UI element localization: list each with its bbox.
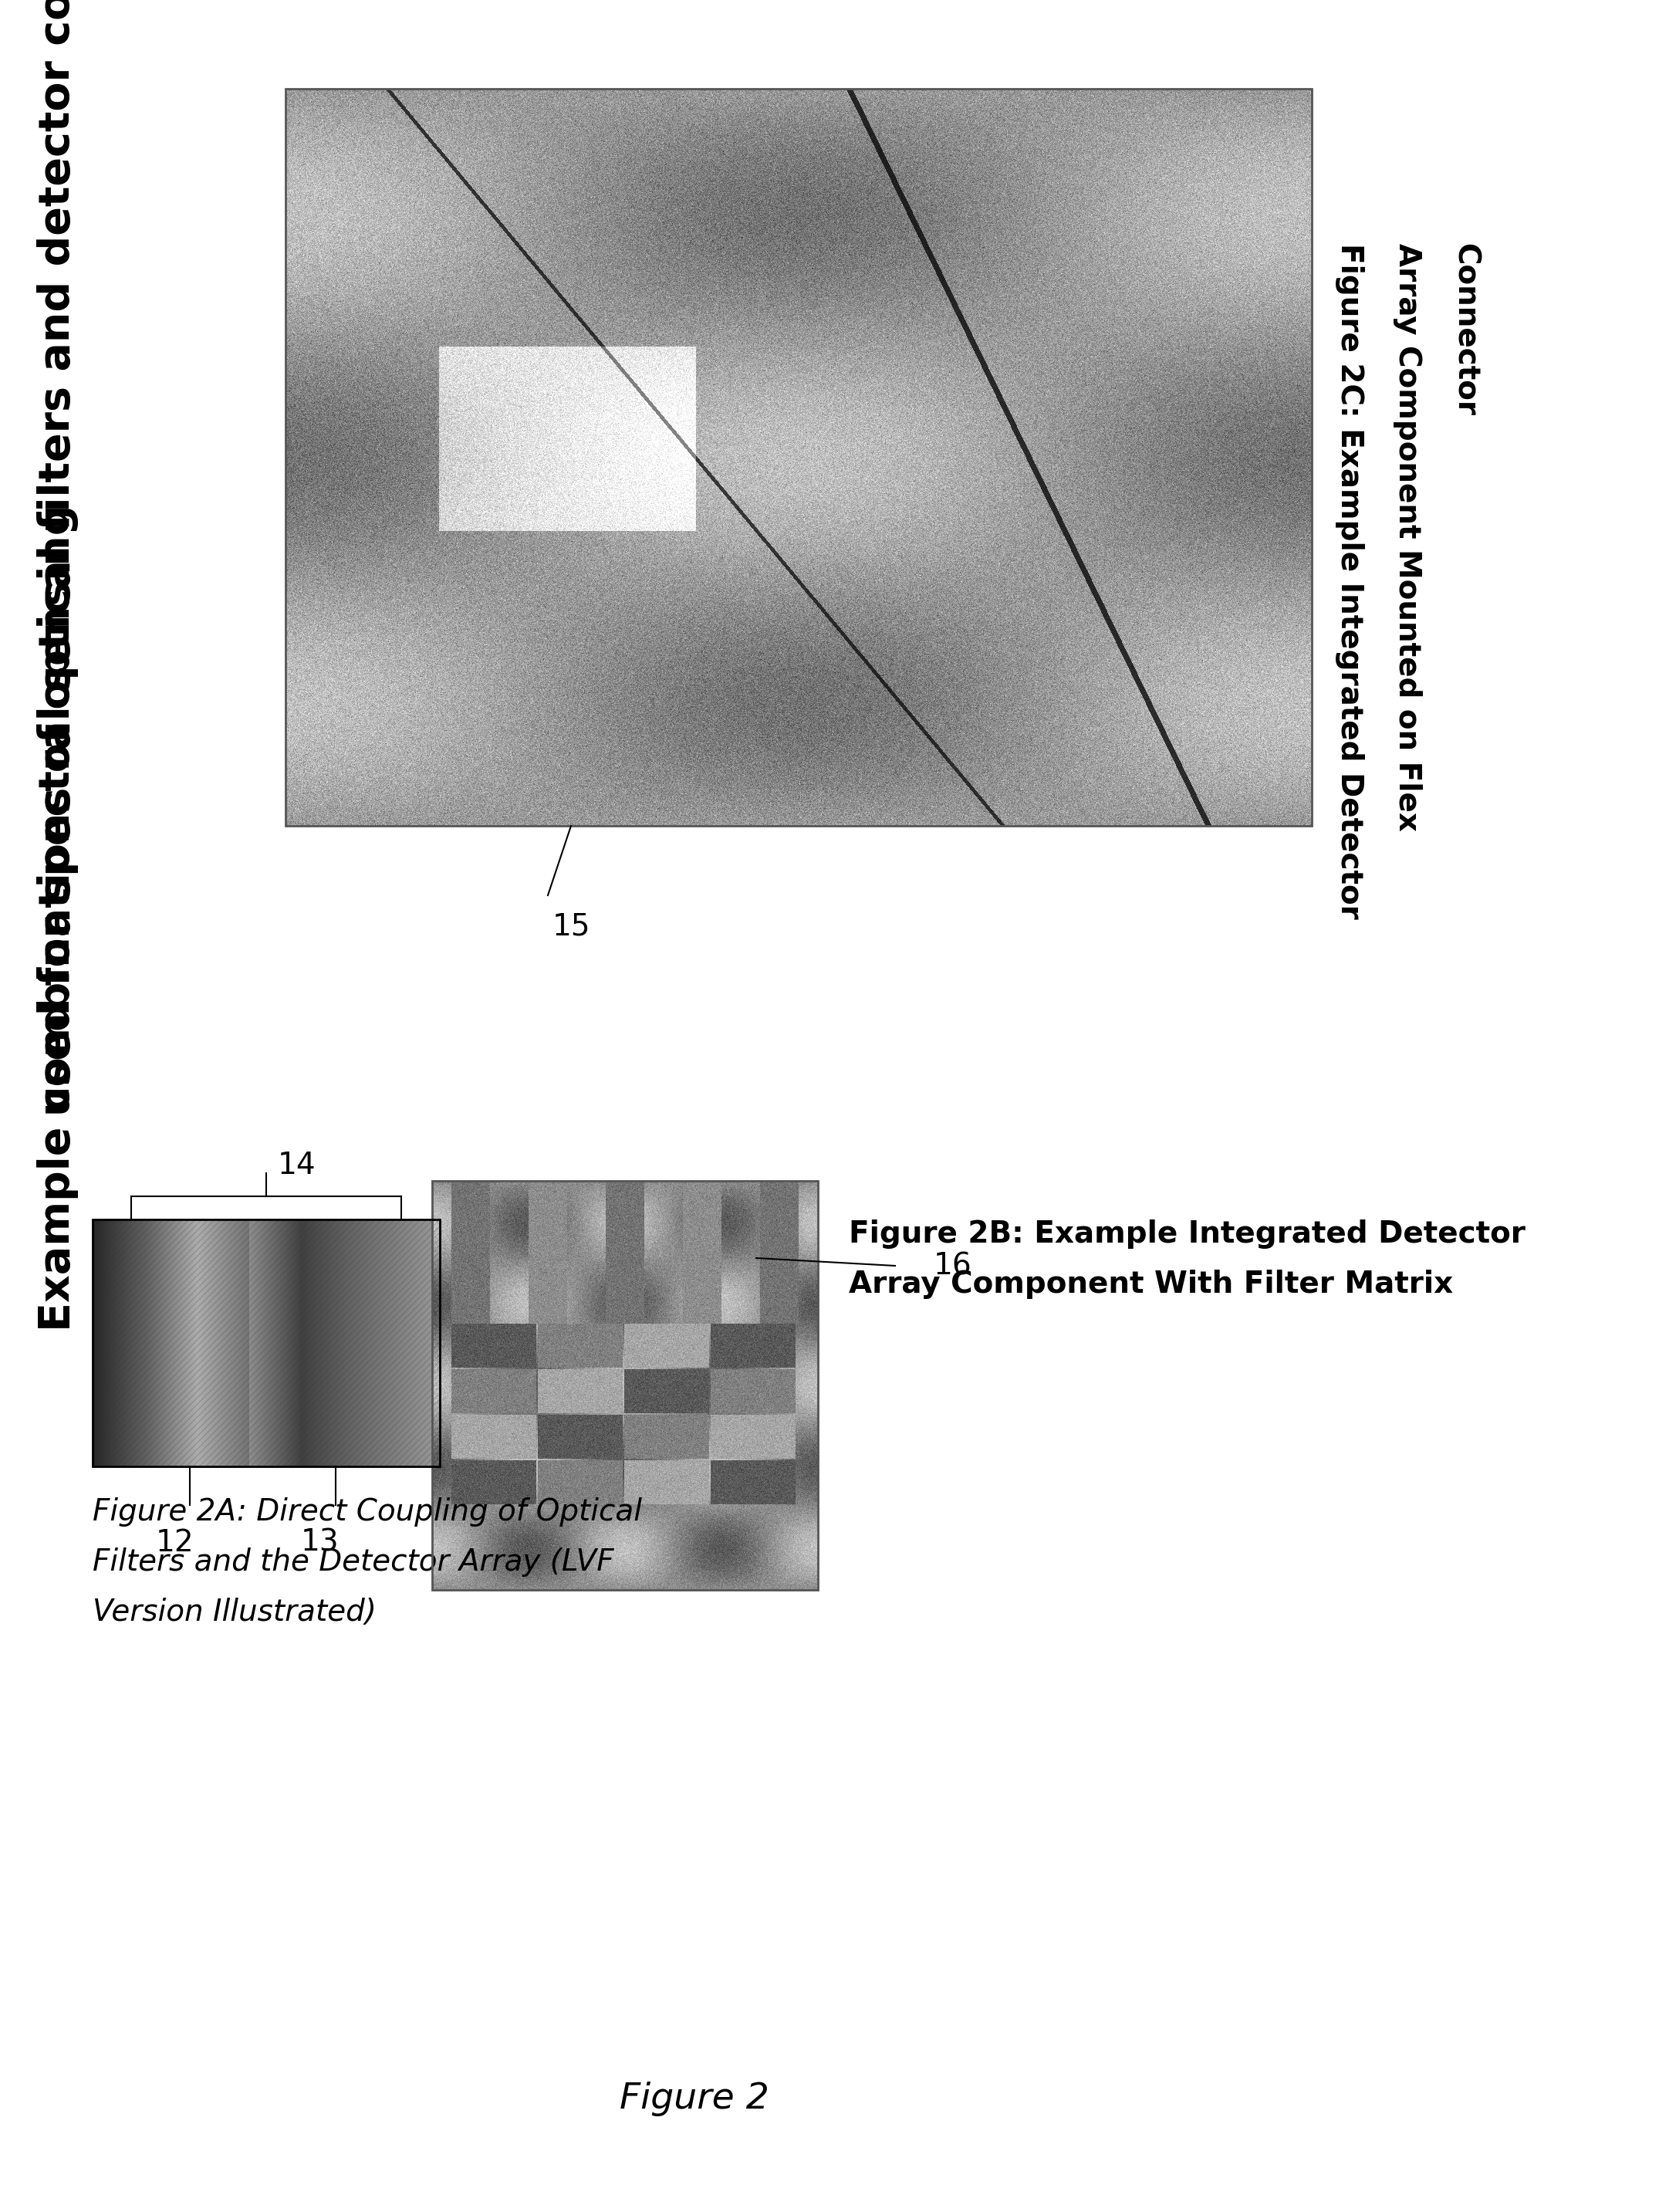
Text: Figure 2B: Example Integrated Detector: Figure 2B: Example Integrated Detector	[849, 1219, 1525, 1250]
Text: Array Component With Filter Matrix: Array Component With Filter Matrix	[849, 1270, 1453, 1298]
Text: Figure 2C: Example Integrated Detector: Figure 2C: Example Integrated Detector	[1335, 243, 1364, 918]
Text: 13: 13	[300, 1528, 340, 1557]
Text: 14: 14	[277, 1150, 317, 1179]
Text: Figure 2: Figure 2	[620, 2081, 770, 2117]
Bar	[93, 1219, 440, 1467]
Text: 16: 16	[934, 1252, 972, 1281]
Text: Filters and the Detector Array (LVF: Filters and the Detector Array (LVF	[93, 1548, 614, 1577]
Text: Array Component Mounted on Flex: Array Component Mounted on Flex	[1394, 243, 1422, 832]
Bar	[431, 1181, 818, 1590]
Text: Version Illustrated): Version Illustrated)	[93, 1597, 377, 1628]
Text: 15: 15	[552, 911, 591, 940]
Text: Figure 2A: Direct Coupling of Optical: Figure 2A: Direct Coupling of Optical	[93, 1498, 642, 1526]
Bar	[285, 88, 1312, 825]
Bar	[93, 1219, 440, 1467]
Text: 12: 12	[156, 1528, 194, 1557]
Text: Example combinations of optical filters and detector components: Example combinations of optical filters …	[36, 0, 78, 1332]
Text: Connector: Connector	[1450, 243, 1480, 416]
Text: used for spectral sensing: used for spectral sensing	[36, 504, 78, 1117]
